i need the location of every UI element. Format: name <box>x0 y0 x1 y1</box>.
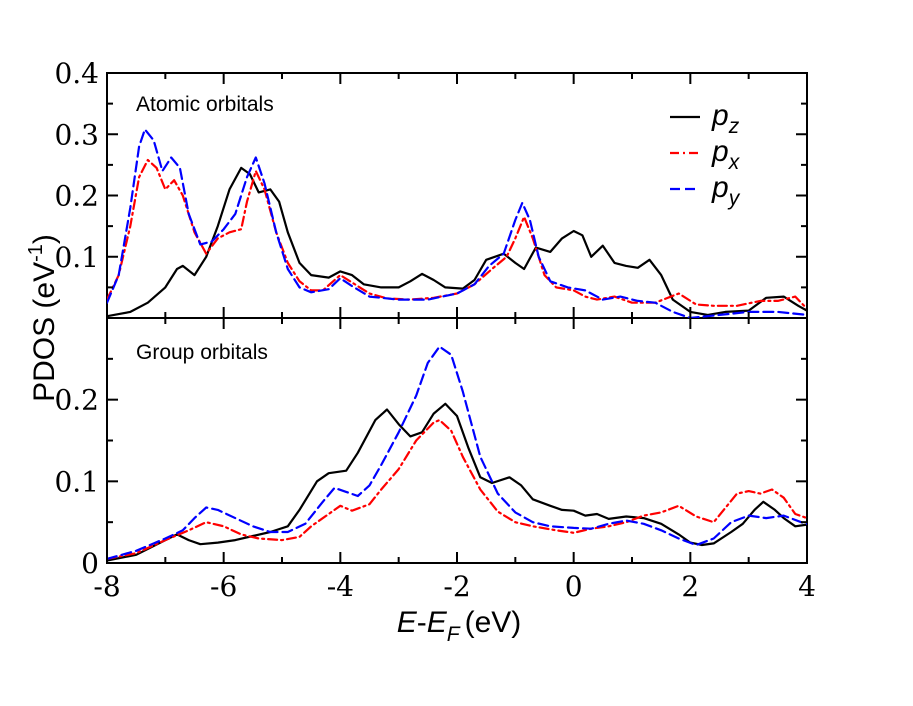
y-tick-label: 0.2 <box>54 180 99 213</box>
x-tick-label: -2 <box>443 570 470 603</box>
y-tick-label: 0.2 <box>54 384 99 417</box>
top-series-py <box>107 128 807 318</box>
x-tick-label: 4 <box>798 570 816 603</box>
y-tick-label: 0.1 <box>54 241 99 274</box>
y-tick-label: 0.4 <box>54 57 99 90</box>
legend-label-py: py <box>711 171 741 210</box>
bottom-series-py <box>107 345 807 560</box>
top-panel-title: Atomic orbitals <box>136 93 274 116</box>
x-tick-label: 2 <box>681 570 699 603</box>
bottom-panel-series <box>107 345 807 562</box>
top-series-pz <box>107 166 807 318</box>
bottom-series-px <box>107 419 807 560</box>
top-panel-y-ticks: 0.1 0.2 0.3 0.4 <box>54 57 807 289</box>
bottom-panel-title: Group orbitals <box>136 341 268 364</box>
x-tick-label: 0 <box>565 570 583 603</box>
y-tick-label: 0 <box>81 547 99 580</box>
y-tick-label: 0.1 <box>54 465 99 498</box>
x-tick-label: -6 <box>210 570 237 603</box>
x-tick-label: -4 <box>327 570 354 603</box>
y-axis-title: PDOS (eV-1) <box>25 234 61 402</box>
x-axis-title: E-EF (eV) <box>397 606 522 646</box>
x-axis-ticks: -8 -6 -4 -2 0 2 4 <box>93 73 816 603</box>
top-series-px <box>107 158 807 310</box>
legend-label-px: px <box>711 135 741 174</box>
legend: pz px py <box>670 99 741 210</box>
bottom-series-pz <box>107 402 807 562</box>
bottom-panel-y-ticks: 0 0.1 0.2 <box>54 357 807 580</box>
y-tick-label: 0.3 <box>54 118 99 151</box>
top-panel-series <box>107 128 807 318</box>
x-tick-label: -8 <box>93 570 120 603</box>
legend-label-pz: pz <box>711 99 740 138</box>
